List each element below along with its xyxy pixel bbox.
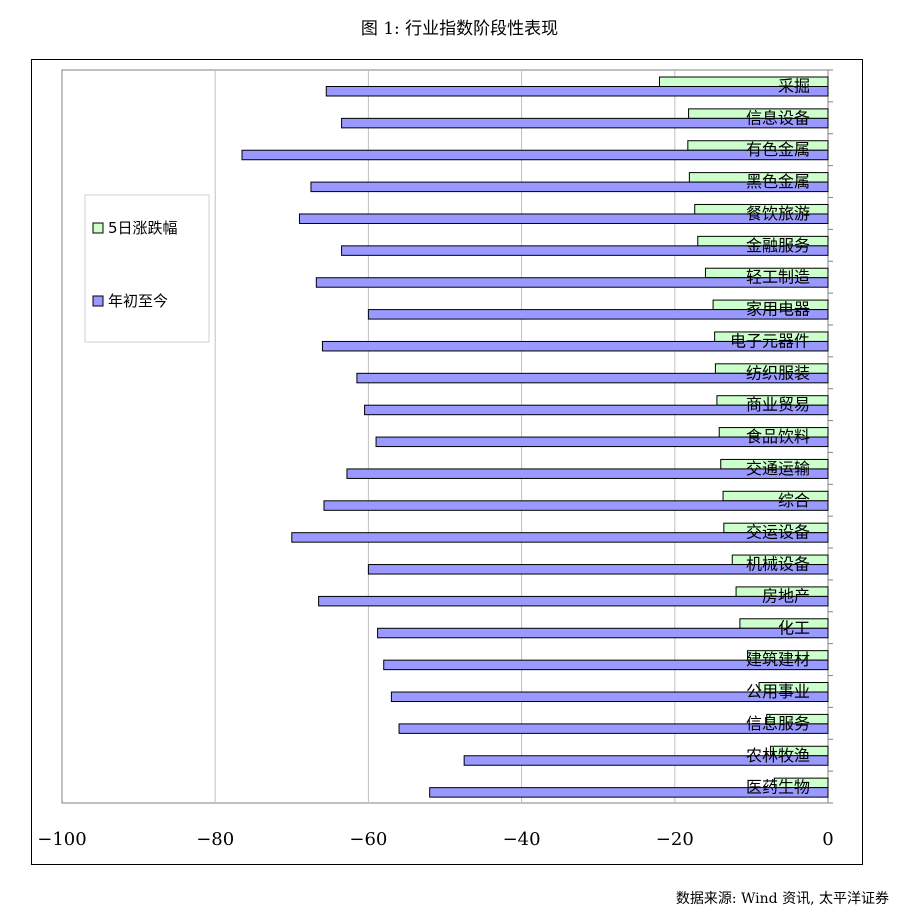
bar-5day [722, 490, 829, 502]
category-label: 交通运输 [746, 459, 810, 478]
category-label: 建筑建材 [746, 650, 810, 669]
bar-ytd [318, 595, 829, 607]
x-tick-label: −100 [37, 829, 86, 850]
category-label: 有色金属 [746, 140, 810, 159]
x-tick-label: −60 [349, 829, 387, 850]
category-label: 信息设备 [746, 108, 810, 127]
bar-ytd [383, 659, 829, 671]
bar-ytd [463, 755, 829, 766]
bar-ytd [323, 500, 829, 511]
ticks-layer: −100 −80 −60 −40 −20 0 [37, 829, 833, 850]
x-tick-label: −20 [656, 829, 694, 850]
category-label: 综合 [778, 491, 810, 510]
bar-ytd [315, 277, 829, 288]
category-label: 公用事业 [746, 682, 810, 701]
category-label: 医药生物 [746, 778, 810, 797]
legend-box [84, 194, 210, 343]
x-tick-label: −80 [196, 829, 234, 850]
chart-frame [31, 59, 863, 865]
bar-ytd [377, 627, 829, 639]
bars-layer [241, 76, 829, 798]
category-label: 机械设备 [746, 555, 810, 574]
bar-ytd [367, 564, 829, 575]
category-label: 食品饮料 [746, 427, 810, 446]
category-label: 交运设备 [746, 523, 810, 542]
bar-ytd [346, 468, 829, 479]
bar-ytd [341, 117, 829, 129]
bar-ytd [364, 404, 829, 416]
labels-layer: 采掘信息设备有色金属黑色金属餐饮旅游金融服务轻工制造家用电器电子元器件纺织服装商… [730, 77, 810, 797]
category-label: 黑色金属 [746, 172, 810, 191]
bar-ytd [398, 723, 829, 734]
category-label: 信息服务 [746, 714, 810, 733]
category-label: 化工 [778, 618, 810, 637]
category-label: 采掘 [778, 77, 810, 96]
bar-ytd [375, 436, 829, 448]
bar-ytd [241, 149, 829, 161]
bar-ytd [429, 787, 829, 798]
category-label: 房地产 [762, 586, 810, 605]
bar-ytd [291, 532, 829, 543]
x-tick-label: 0 [822, 829, 833, 850]
legend-swatch [92, 295, 104, 307]
bar-ytd [325, 86, 829, 97]
category-label: 商业贸易 [746, 395, 810, 414]
legend-label: 年初至今 [108, 292, 168, 310]
category-label: 轻工制造 [746, 268, 810, 287]
bar-ytd [321, 340, 829, 352]
category-label: 电子元器件 [730, 331, 810, 350]
legend-label: 5日涨跌幅 [108, 219, 178, 237]
bar-ytd [356, 372, 829, 384]
chart-title: 图 1: 行业指数阶段性表现 [360, 19, 559, 39]
bar-ytd [341, 245, 829, 256]
x-tick-label: −40 [503, 829, 541, 850]
category-label: 纺织服装 [746, 363, 810, 382]
legend-swatch [92, 222, 104, 234]
bar-ytd [310, 181, 829, 193]
source-note: 数据来源: Wind 资讯, 太平洋证券 [675, 891, 889, 907]
category-label: 农林牧渔 [746, 746, 810, 765]
bar-ytd [390, 691, 829, 703]
grid-layer [61, 69, 833, 804]
bar-ytd [298, 213, 829, 224]
category-label: 餐饮旅游 [746, 204, 810, 223]
category-label: 家用电器 [746, 300, 810, 319]
bar-ytd [367, 309, 829, 320]
category-label: 金融服务 [746, 236, 810, 255]
